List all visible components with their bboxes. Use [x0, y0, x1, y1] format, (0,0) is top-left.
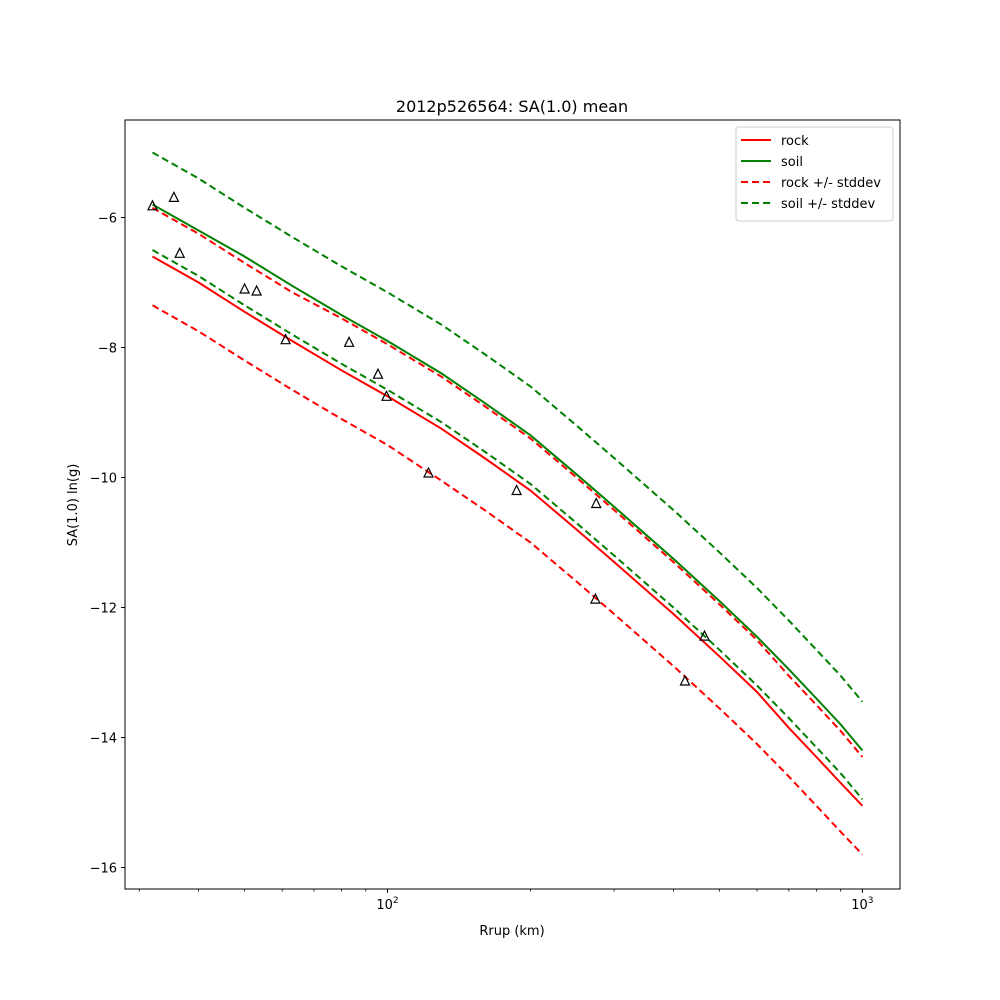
observation-point-1	[168, 191, 180, 202]
x-axis-label: Rrup (km)	[479, 924, 544, 939]
observation-point-11	[590, 497, 602, 509]
observation-point-12	[589, 592, 601, 604]
x-tick-label: 102	[376, 896, 398, 913]
legend-box	[735, 126, 894, 222]
observation-point-10	[511, 484, 523, 496]
legend-label: rock	[781, 134, 809, 149]
y-axis-label: SA(1.0) ln(g)	[66, 464, 81, 547]
plot-frame	[124, 119, 901, 890]
observation-point-5	[280, 333, 292, 345]
legend: rock soil rock +/- stddev soil +/- stddev	[735, 126, 894, 222]
series-line-4	[152, 151, 864, 703]
observation-point-4	[251, 284, 263, 296]
x-tick-label: 103	[851, 896, 873, 913]
legend-label: rock +/- stddev	[781, 176, 881, 191]
observation-point-0	[147, 199, 158, 211]
y-tick-label: −6	[98, 212, 117, 227]
observation-point-6	[343, 335, 355, 347]
plot-area	[147, 151, 864, 856]
observation-point-7	[372, 367, 384, 379]
observation-point-3	[239, 282, 251, 294]
y-tick-label: −12	[90, 602, 117, 617]
legend-label: soil	[781, 155, 803, 170]
series-line-5	[152, 249, 864, 800]
series-line-2	[152, 206, 864, 758]
observation-point-14	[699, 629, 710, 641]
y-tick-label: −8	[98, 342, 117, 357]
y-tick-label: −10	[90, 472, 117, 487]
series-line-1	[152, 203, 864, 752]
legend-label: soil +/- stddev	[781, 197, 876, 212]
y-tick-label: −16	[90, 862, 117, 877]
observation-point-2	[174, 246, 186, 258]
observation-point-8	[381, 389, 392, 401]
series-line-3	[152, 304, 864, 856]
observation-point-13	[679, 674, 691, 686]
y-tick-label: −14	[90, 732, 117, 747]
observation-point-9	[423, 466, 434, 478]
chart-title: 2012p526564: SA(1.0) mean	[396, 97, 628, 116]
axes: −16 −14 −12 −10 −8 −6 102 103	[90, 212, 874, 913]
